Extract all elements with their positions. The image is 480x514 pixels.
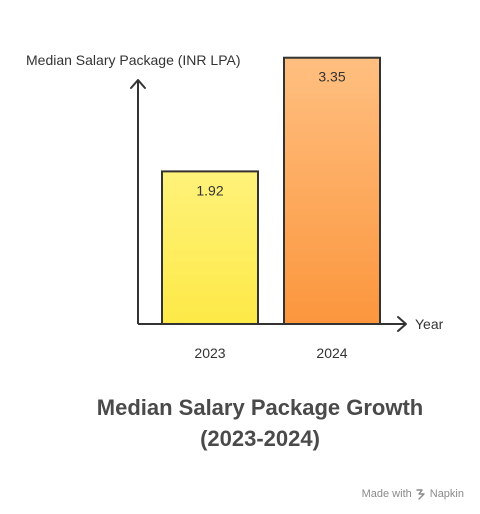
y-axis-label: Median Salary Package (INR LPA) (26, 52, 241, 68)
bars-layer (161, 56, 381, 325)
footer: Made with Napkin (362, 488, 464, 500)
chart-title: Median Salary Package Growth (2023-2024) (0, 392, 480, 454)
labels-layer: 1.92 2023 3.35 2024 (194, 69, 347, 361)
made-with-text: Made with (361, 488, 412, 500)
bar-value-label-2024: 3.35 (318, 69, 345, 85)
bar-2023 (161, 170, 259, 325)
x-axis-label: Year (415, 316, 444, 332)
napkin-logo-icon (416, 488, 425, 500)
chart-title-line-1: Median Salary Package Growth (96, 395, 424, 420)
bar-2024 (283, 56, 381, 325)
x-tick-label-2023: 2023 (194, 345, 225, 361)
napkin-brand-text: Napkin (429, 488, 464, 500)
bar-value-label-2023: 1.92 (196, 182, 223, 198)
x-tick-label-2024: 2024 (316, 345, 347, 361)
x-axis-arrow (397, 316, 407, 332)
chart-title-line-2: (2023-2024) (200, 426, 320, 451)
y-axis-arrow (130, 79, 146, 89)
